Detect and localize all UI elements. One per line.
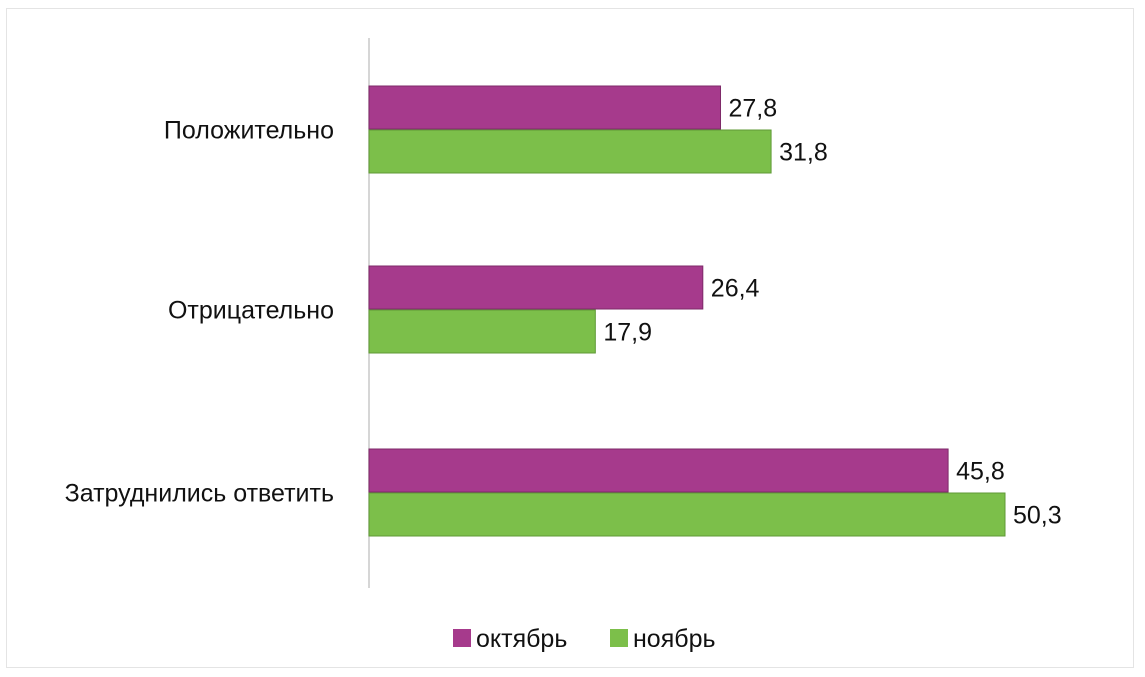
labels-layer: Положительно 27,831,8 Отрицательно 26,4 17,9… bbox=[65, 95, 1062, 530]
legend: октябрь ноябрь bbox=[453, 625, 716, 653]
data-label-october-3: 45,8 bbox=[956, 458, 1005, 486]
data-label-november-2: 17,9 bbox=[603, 319, 652, 347]
legend-label-november: ноябрь bbox=[633, 625, 716, 653]
category-label-3: Затруднились ответить bbox=[65, 480, 334, 508]
bar-november-2 bbox=[368, 309, 596, 354]
legend-swatch-november bbox=[610, 629, 628, 647]
bar-october-1 bbox=[368, 85, 722, 130]
data-label-november-3: 50,3 bbox=[1013, 502, 1062, 530]
data-label-october-2: 26,4 bbox=[711, 275, 760, 303]
data-label-november-1: 31,8 bbox=[779, 139, 828, 167]
bar-november-1 bbox=[368, 129, 772, 174]
category-label-2: Отрицательно bbox=[168, 297, 334, 325]
bar-october-2 bbox=[368, 265, 704, 310]
bars-layer bbox=[368, 85, 1006, 537]
bar-october-3 bbox=[368, 448, 949, 493]
legend-swatch-october bbox=[453, 629, 471, 647]
legend-label-october: октябрь bbox=[476, 625, 567, 653]
bar-november-3 bbox=[368, 492, 1006, 537]
category-label-1: Положительно bbox=[164, 117, 334, 145]
data-label-october-1: 27,8 bbox=[729, 95, 778, 123]
